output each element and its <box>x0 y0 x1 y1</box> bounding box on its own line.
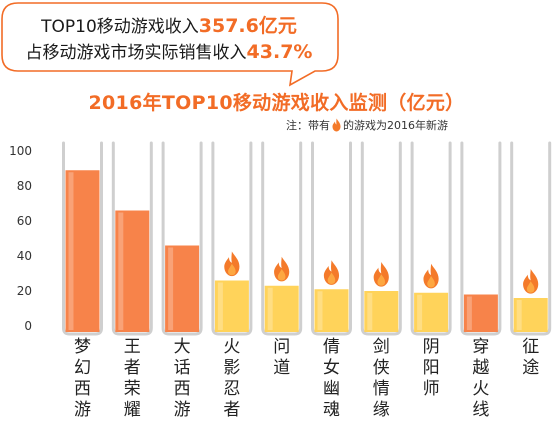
bar-highlight <box>118 212 124 330</box>
callout-line-2-value: 43.7% <box>246 41 313 63</box>
callout-line-1-value: 357.6亿元 <box>198 15 297 37</box>
callout-line-1: TOP10移动游戏收入357.6亿元 <box>0 11 338 38</box>
test-tube <box>111 141 153 336</box>
bar-highlight <box>267 287 273 330</box>
bar-火影忍者 <box>214 280 249 332</box>
test-tube <box>510 141 552 336</box>
x-category-label: 梦幻西游 <box>74 337 91 420</box>
bar-王者荣耀 <box>115 210 150 332</box>
bar-highlight <box>516 300 522 330</box>
bar-问道 <box>264 285 299 332</box>
y-tick-label: 20 <box>17 284 32 298</box>
bar-highlight <box>417 294 423 330</box>
x-category-label: 问道 <box>273 337 290 378</box>
flame-icon <box>423 263 439 289</box>
x-category-label: 倩女幽魂 <box>323 337 340 420</box>
callout-line-1-label: TOP10移动游戏收入 <box>41 17 199 37</box>
bar-highlight <box>317 291 323 330</box>
y-tick-label: 80 <box>17 179 32 193</box>
y-tick-label: 100 <box>9 144 32 158</box>
bar-倩女幽魂 <box>314 289 349 332</box>
flame-icon <box>332 118 341 132</box>
note-suffix: 的游戏为2016年新游 <box>343 119 448 132</box>
bar-highlight <box>466 296 472 330</box>
flame-icon <box>523 268 539 294</box>
bar-剑侠情缘 <box>364 291 399 332</box>
bar-梦幻西游 <box>65 170 100 332</box>
y-tick-label: 40 <box>17 249 32 263</box>
test-tube <box>261 141 303 336</box>
test-tube <box>410 141 452 336</box>
test-tube <box>161 141 203 336</box>
x-category-label: 剑侠情缘 <box>373 337 390 420</box>
flame-icon <box>224 251 240 277</box>
bar-highlight <box>68 172 74 330</box>
x-category-label: 穿越火线 <box>472 337 489 420</box>
x-category-label: 大话西游 <box>174 337 191 420</box>
bar-阴阳师 <box>414 292 449 332</box>
chart-note: 注：带有 的游戏为2016年新游 <box>286 117 448 133</box>
test-tube <box>460 141 502 336</box>
x-category-label: 阴阳师 <box>423 337 440 399</box>
bar-highlight <box>217 282 223 330</box>
flame-icon <box>373 261 389 287</box>
bar-highlight <box>168 247 174 330</box>
callout-line-2-label: 占移动游戏市场实际销售收入 <box>25 43 247 63</box>
test-tube <box>311 141 352 336</box>
test-tube <box>211 141 253 336</box>
x-category-label: 火影忍者 <box>223 337 240 420</box>
y-tick-label: 60 <box>17 214 32 228</box>
callout-bubble <box>1 2 339 87</box>
bar-大话西游 <box>165 245 200 332</box>
bar-穿越火线 <box>463 294 498 332</box>
test-tube <box>62 141 103 336</box>
bar-highlight <box>367 293 373 330</box>
bar-征途 <box>513 298 548 332</box>
flame-icon <box>323 260 340 285</box>
x-category-label: 王者荣耀 <box>124 337 141 420</box>
callout-line-2: 占移动游戏市场实际销售收入43.7% <box>0 38 338 63</box>
y-tick-label: 0 <box>24 319 32 333</box>
chart-title: 2016年TOP10移动游戏收入监测（亿元） <box>88 92 465 114</box>
test-tube <box>360 141 402 336</box>
note-prefix: 注：带有 <box>286 119 330 132</box>
flame-icon <box>274 256 290 282</box>
x-category-label: 征途 <box>522 337 539 378</box>
